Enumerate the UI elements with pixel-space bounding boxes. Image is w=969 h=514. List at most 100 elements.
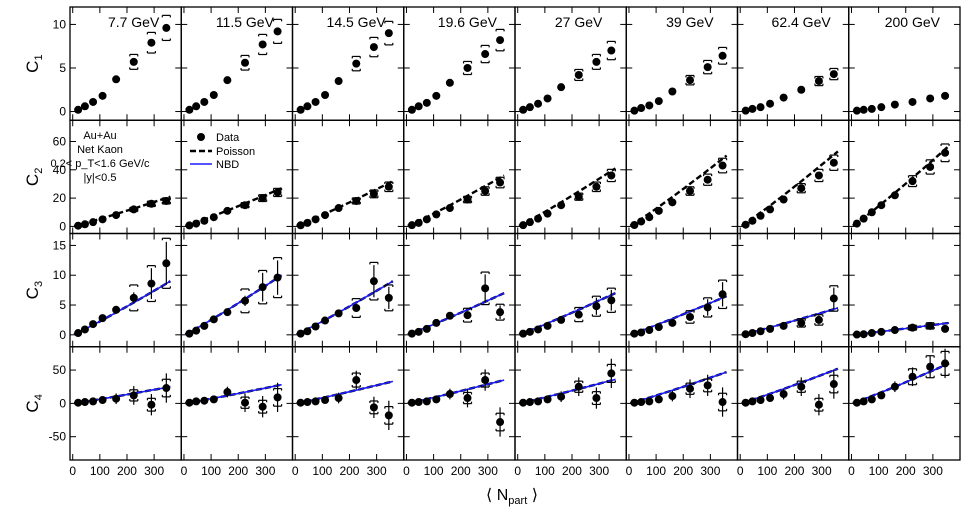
data-point [414,327,423,336]
data-point [941,91,950,100]
legend-data-label: Data [216,132,240,144]
data-point [352,196,361,205]
data-point [519,221,528,230]
data-point [766,394,775,403]
data-point [321,396,330,405]
data-point [543,209,552,218]
data-point [445,78,454,87]
data-point [496,36,505,45]
data-point [557,392,566,401]
data-point [718,290,727,299]
data-point [908,97,917,106]
data-point [908,177,917,186]
data-point [200,97,209,106]
data-point [607,171,616,180]
data-point [162,384,171,393]
data-point [718,161,727,170]
data-point [258,283,267,292]
panel-c4-5: 0 100 200 300 [625,346,739,478]
poisson-line [296,180,394,228]
energy-label: 62.4 GeV [772,14,832,30]
data-point [592,182,601,191]
data-point [525,218,534,227]
data-point [414,398,423,407]
data-point [779,390,788,399]
data-point [867,329,876,338]
data-point [258,402,267,411]
data-point [645,326,654,335]
panel-c4-0: 0 100 200 300 [69,346,182,478]
data-point [445,390,454,399]
data-point [926,362,935,371]
ylabel-c3: C3 [23,281,45,299]
data-point [637,398,646,407]
data-point [797,184,806,193]
data-point [607,296,616,305]
ytick-label-c1: 10 [53,17,67,31]
data-point [200,216,209,225]
data-point [311,322,320,331]
data-point [147,400,156,409]
data-point [829,294,838,303]
data-point [525,327,534,336]
x-tick-label: 300 [700,464,720,478]
data-point [80,398,89,407]
data-point [908,323,917,332]
panel-c4-6: 0 100 200 300 [736,346,850,478]
data-point [481,284,490,293]
data-point [766,324,775,333]
panel-c2-5 [625,119,739,235]
data-point [98,215,107,224]
data-point [668,392,677,401]
data-point [741,330,750,339]
data-point [890,100,899,109]
panel-c2-2 [291,119,405,235]
panel-c4-3: 0 100 200 300 [403,346,516,478]
data-point [756,327,765,336]
data-point [241,201,250,210]
data-point [384,182,393,191]
data-point [748,216,757,225]
data-point [867,208,876,217]
data-point [200,321,209,330]
data-point [637,217,646,226]
data-point [859,105,868,114]
ytick-label-c4: 0 [59,396,66,410]
data-point [241,398,250,407]
ytick-label-c4: -50 [49,430,67,444]
data-point [384,29,393,38]
energy-label: 200 GeV [885,14,941,30]
data-point [859,330,868,339]
panels-group: 7.7 GeV 11.5 GeV 14.5 GeV 19.6 GeV 27 GeV 39 … [69,6,961,478]
data-point [852,219,861,228]
data-point [185,398,194,407]
data-point [334,77,343,86]
data-point [296,329,305,338]
data-point [98,314,107,323]
data-point [852,330,861,339]
data-point [496,178,505,187]
data-point [432,318,441,327]
data-point [926,162,935,171]
data-point [321,211,330,220]
data-point [422,397,431,406]
data-point [877,391,886,400]
data-point [369,189,378,198]
data-point [814,315,823,324]
data-point [941,324,950,333]
data-point [703,381,712,390]
data-point [748,329,757,338]
panel-c4-2: 0 100 200 300 [291,346,405,478]
x-tick-label: 100 [757,464,777,478]
data-point [112,305,121,314]
data-point [223,308,232,317]
ytick-label-c4: 50 [53,363,67,377]
annot-pt-range: 0.2< p_T<1.6 GeV/c [50,158,150,170]
data-point [630,329,639,338]
panel-c1-6: 62.4 GeV [736,6,850,121]
x-tick-label: 300 [589,464,609,478]
data-point [432,210,441,219]
x-tick-label: 200 [228,464,248,478]
axes-text-group: C1 0 5 10 C2 0 20 40 60 C3 0 5 10 15 C4 -50 0 50 [23,17,66,443]
nbd-line [407,379,505,404]
